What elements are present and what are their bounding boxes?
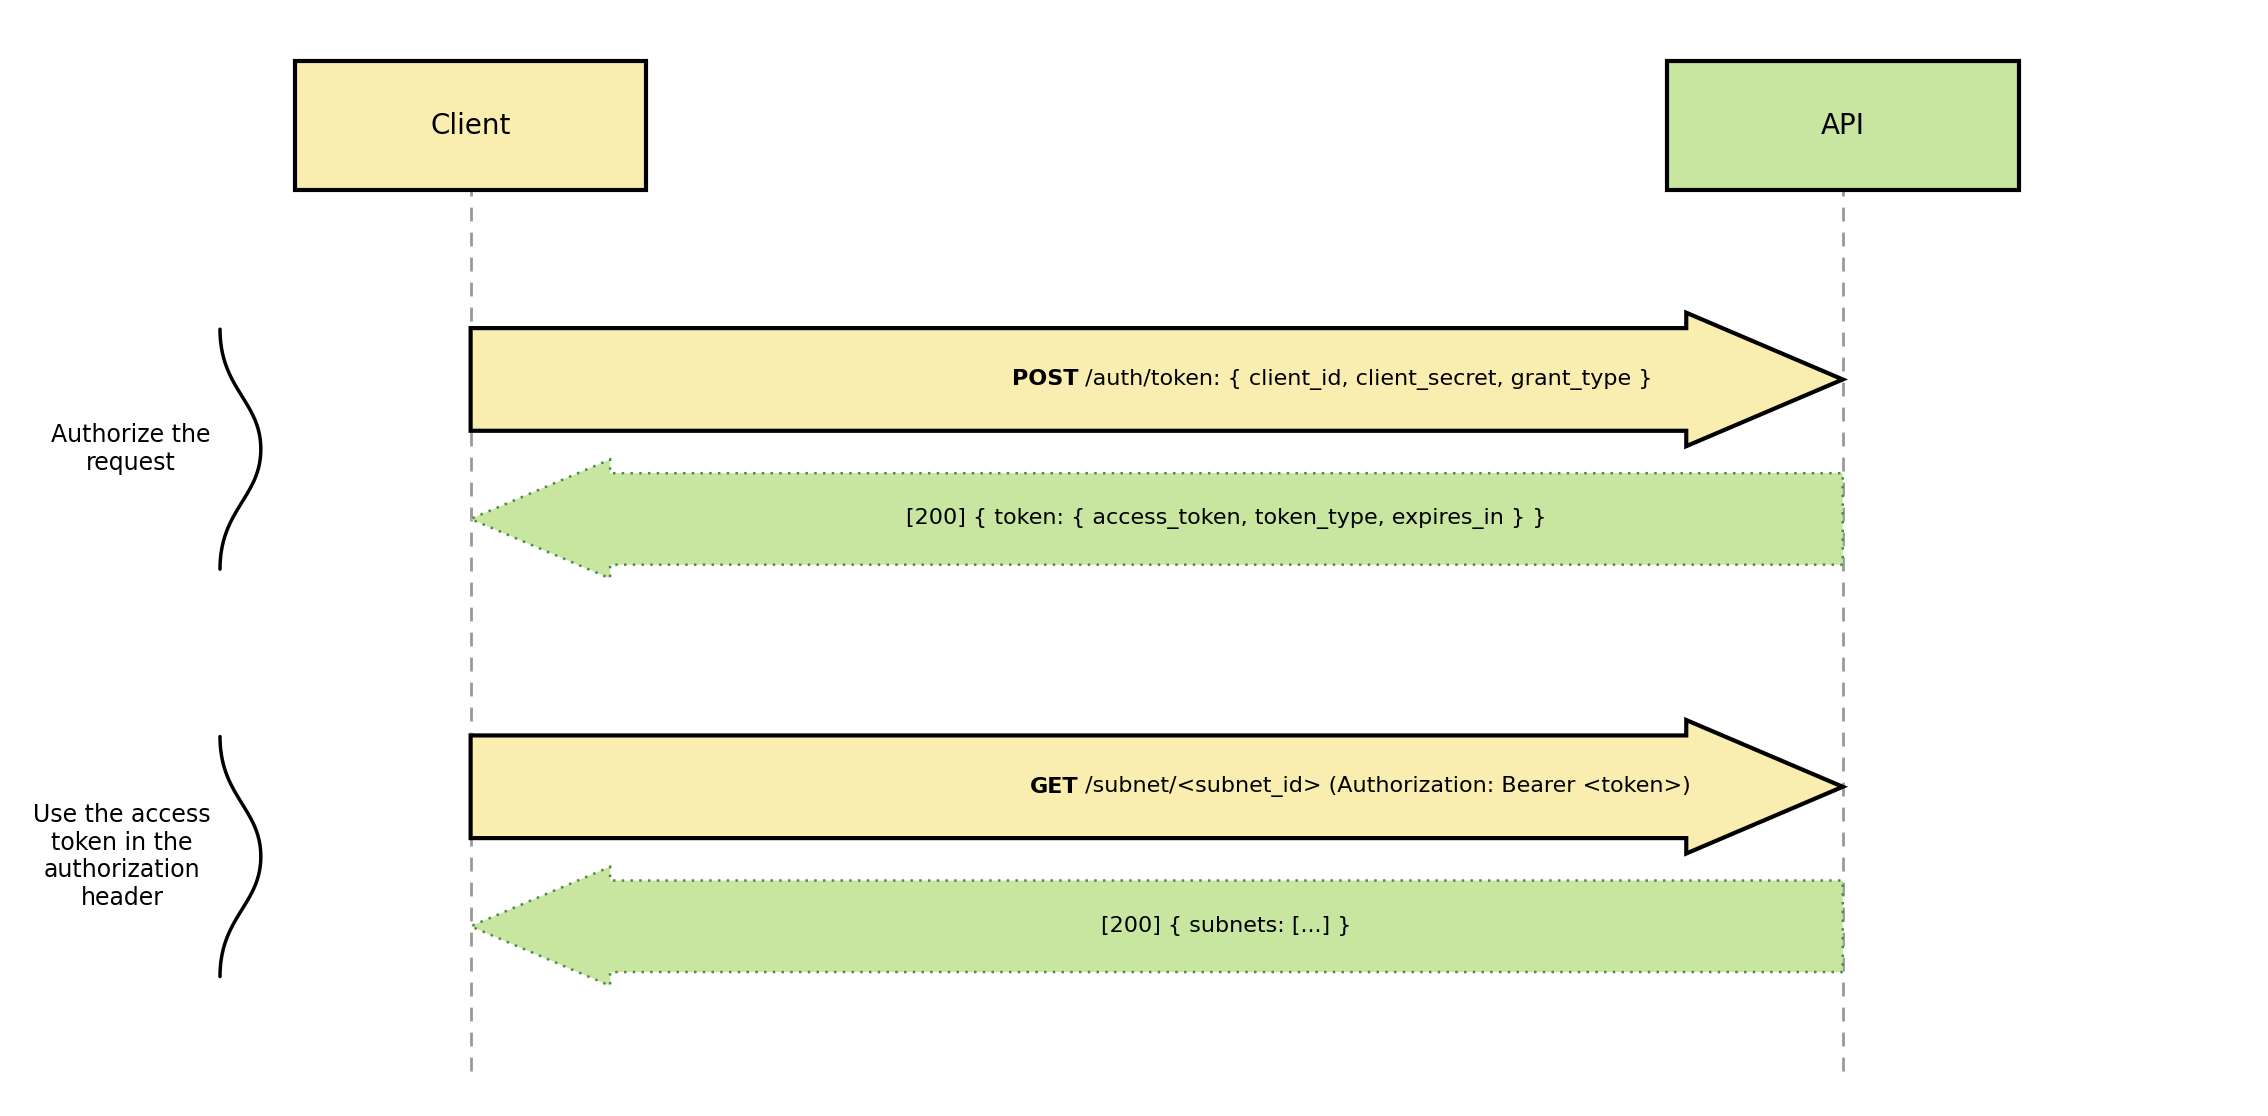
Text: /auth/token: { client_id, client_secret, grant_type }: /auth/token: { client_id, client_secret,… xyxy=(1080,369,1653,389)
Text: Client: Client xyxy=(431,112,510,140)
Text: [200] { token: { access_token, token_type, expires_in } }: [200] { token: { access_token, token_typ… xyxy=(907,509,1547,529)
Polygon shape xyxy=(469,720,1842,854)
Text: /subnet/<subnet_id> (Authorization: Bearer <token>): /subnet/<subnet_id> (Authorization: Bear… xyxy=(1080,777,1692,797)
Text: API: API xyxy=(1821,112,1864,140)
Polygon shape xyxy=(469,312,1842,446)
FancyBboxPatch shape xyxy=(295,61,646,190)
Text: POST: POST xyxy=(1012,369,1080,389)
Text: GET: GET xyxy=(1030,777,1080,797)
Text: Use the access
token in the
authorization
header: Use the access token in the authorizatio… xyxy=(34,802,211,911)
FancyBboxPatch shape xyxy=(1667,61,2019,190)
Polygon shape xyxy=(469,460,1842,578)
Polygon shape xyxy=(469,867,1842,985)
Text: Authorize the
request: Authorize the request xyxy=(52,423,211,475)
Text: [200] { subnets: [...] }: [200] { subnets: [...] } xyxy=(1102,916,1352,936)
